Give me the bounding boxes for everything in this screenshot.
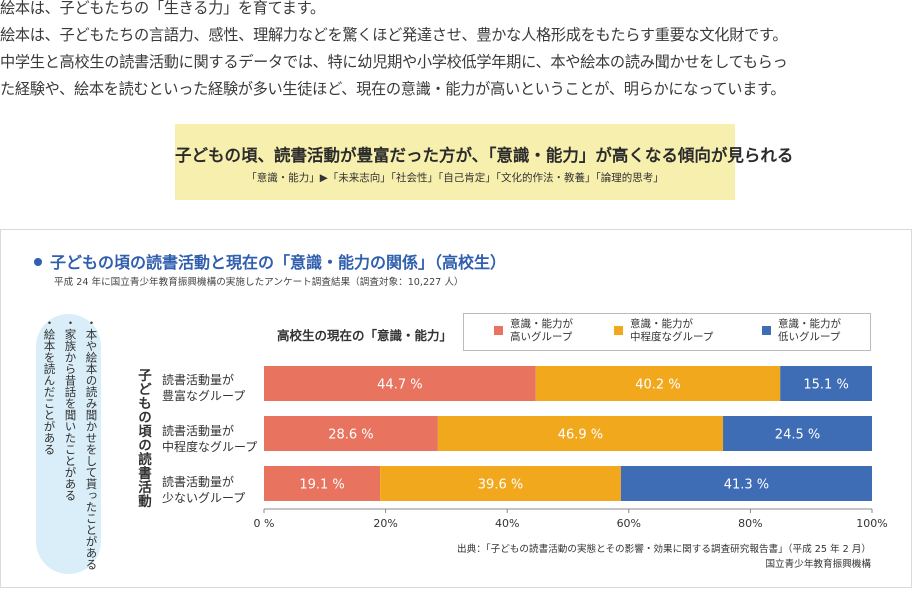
x-tick-label-4: 80% (738, 517, 762, 530)
category-label-medium-2: 中程度なグループ (162, 440, 258, 454)
bar-label-mid-row-2: 46.9 % (558, 428, 603, 443)
intro-line-3: 中学生と高校生の読書活動に関するデータでは、特に幼児期や小学校低学年期に、本や絵… (0, 53, 788, 71)
bar-label-high-row-2: 28.6 % (328, 428, 373, 443)
x-tick-label-1: 20% (373, 517, 397, 530)
category-label-medium: 読書活動量が中程度なグループ (162, 423, 257, 455)
bar-low-row-3 (620, 466, 872, 501)
legend-swatch-mid (614, 326, 623, 335)
bar-label-low-row-3: 41.3 % (724, 478, 769, 493)
category-label-rich-2: 豊富なグループ (162, 389, 246, 403)
panel-title: 子どもの頃の読書活動と現在の「意識・能力の関係」（高校生） (34, 249, 506, 273)
bar-low-row-1 (780, 366, 872, 401)
bar-high-row-3 (264, 466, 381, 501)
chart-panel (0, 229, 912, 588)
category-label-low-2: 少ないグループ (162, 491, 246, 505)
bar-label-high-row-1: 44.7 % (377, 378, 422, 393)
x-tick-label-0: 0 % (254, 517, 275, 530)
legend-label-low-2: 低いグループ (778, 331, 841, 343)
highlight-subtitle: 「意識・能力」▶「未来志向」「社会性」「自己肯定」「文化的作法・教養」「論理的思… (246, 172, 664, 184)
bar-high-row-2 (264, 416, 438, 451)
category-label-rich-1: 読書活動量が (162, 373, 235, 387)
bar-low-row-2 (723, 416, 872, 451)
category-label-rich: 読書活動量が 豊富なグループ (162, 372, 245, 404)
legend-swatch-low (762, 326, 771, 335)
bar-label-mid-row-1: 40.2 % (635, 378, 680, 393)
y-axis-label: 子どもの頃の読書活動 (135, 368, 151, 508)
source-line-2: 国立青少年教育振興機構 (765, 559, 871, 570)
legend-label-low-1: 意識・能力が (778, 318, 841, 330)
intro-line-4: た経験や、絵本を読むといった経験が多い生徒ほど、現在の意識・能力が高いということ… (0, 80, 786, 98)
source-note: 出典：「子どもの読書活動の実態とその影響・効果に関する調査研究報告書」（平成 2… (457, 542, 871, 572)
activity-bubble (36, 314, 101, 574)
chart-subtitle: 高校生の現在の「意識・能力」 (277, 328, 453, 343)
category-label-medium-1: 読書活動量が (162, 424, 235, 438)
category-label-low: 読書活動量が 少ないグループ (162, 474, 245, 506)
panel-subtitle: 平成 24 年に国立青少年教育振興機構の実施したアンケート調査結果（調査対象：1… (54, 277, 464, 288)
bullet-dot-icon (34, 257, 42, 266)
category-label-low-1: 読書活動量が (162, 475, 235, 489)
highlight-box: 子どもの頃、読書活動が豊富だった方が、「意識・能力」が高くなる傾向が見られる 「… (175, 124, 794, 200)
bar-mid-row-3 (380, 466, 621, 501)
x-tick-label-5: 100% (856, 517, 887, 530)
x-tick-label-2: 40% (495, 517, 519, 530)
legend-label-mid-2: 中程度なグループ (630, 331, 714, 343)
bar-label-high-row-3: 19.1 % (299, 478, 344, 493)
legend-label-high-2: 高いグループ (510, 331, 573, 343)
legend: 意識・能力が 高いグループ 意識・能力が 中程度なグループ 意識・能力が 低いグループ (463, 313, 871, 351)
bubble-line-3: ・絵本を読んだことがある (42, 317, 57, 455)
bubble-line-2: ・家族から昔話を聞いたことがある (63, 317, 78, 501)
legend-label-mid-1: 意識・能力が (630, 318, 693, 330)
bar-label-low-row-2: 24.5 % (775, 428, 820, 443)
bar-label-mid-row-3: 39.6 % (478, 478, 523, 493)
legend-swatch-high (494, 326, 503, 335)
intro-line-2: 絵本は、子どもたちの言語力、感性、理解力などを驚くほど発達させ、豊かな人格形成を… (0, 26, 788, 44)
bubble-line-1: ・本や絵本の読み聞かせをして貰ったことがある (84, 317, 99, 570)
source-line-1: 出典：「子どもの読書活動の実態とその影響・効果に関する調査研究報告書」（平成 2… (457, 544, 871, 555)
panel-title-text: 子どもの頃の読書活動と現在の「意識・能力の関係」（高校生） (50, 253, 507, 272)
highlight-title: 子どもの頃、読書活動が豊富だった方が、「意識・能力」が高くなる傾向が見られる (175, 146, 794, 165)
bar-mid-row-1 (535, 366, 781, 401)
legend-label-high-1: 意識・能力が (510, 318, 573, 330)
bar-mid-row-2 (437, 416, 724, 451)
bar-label-low-row-1: 15.1 % (803, 378, 848, 393)
x-tick-label-3: 60% (617, 517, 641, 530)
bar-high-row-1 (264, 366, 536, 401)
intro-line-1: 絵本は、子どもたちの「生きる力」を育てます。 (0, 0, 325, 17)
